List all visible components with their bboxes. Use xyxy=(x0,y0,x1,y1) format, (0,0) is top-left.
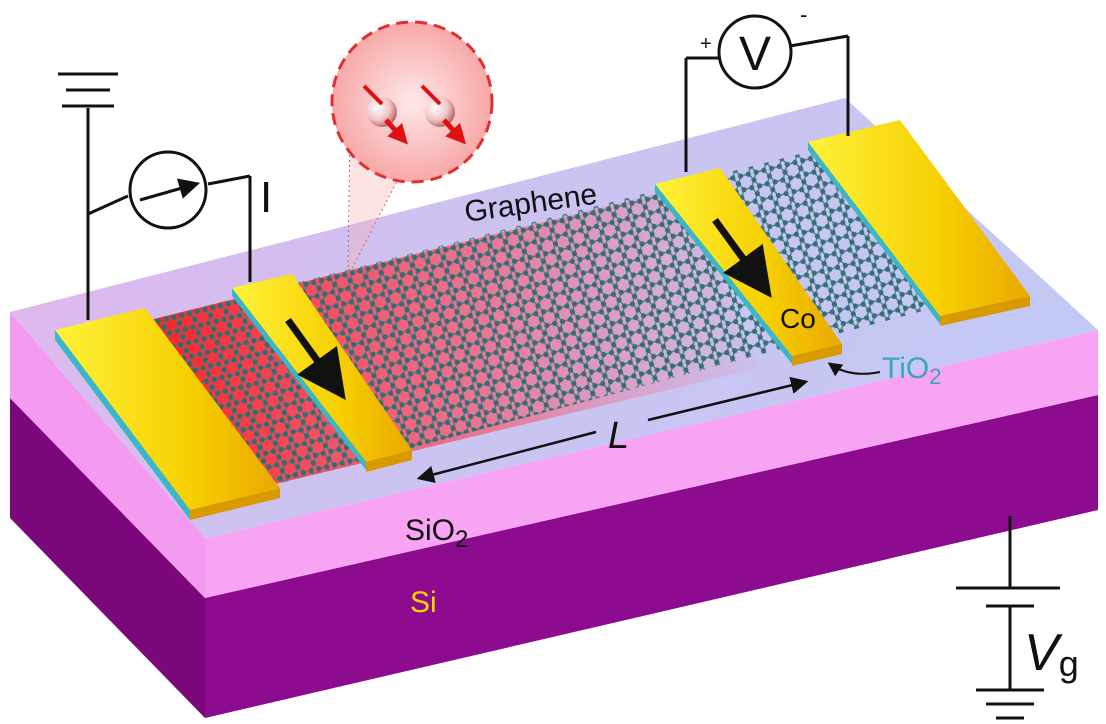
sio2-label: SiO2 xyxy=(405,514,468,553)
si-right-face xyxy=(205,395,1098,718)
length-arrow-left xyxy=(416,430,597,483)
voltmeter-label: V xyxy=(739,28,771,81)
tio2-label: TiO2 xyxy=(882,352,941,389)
current-source-arrow xyxy=(139,178,201,202)
si-label: Si xyxy=(410,586,437,619)
gate-voltage-label: Vg xyxy=(1024,624,1079,684)
voltmeter-circuit xyxy=(684,34,850,172)
tio2-pointer xyxy=(827,362,881,377)
electrode-left-outer xyxy=(55,308,280,520)
magnetization-arrow-left xyxy=(285,317,346,400)
co-label: Co xyxy=(780,303,816,334)
current-source-symbol xyxy=(128,150,208,230)
sio2-right-face xyxy=(205,330,1098,598)
voltmeter-symbol xyxy=(717,14,793,90)
spin-electron-1 xyxy=(362,84,409,145)
electrode-right-outer xyxy=(808,120,1030,326)
sio2-front-face xyxy=(10,312,205,598)
current-circuit xyxy=(58,72,252,320)
length-arrow-right xyxy=(647,376,809,422)
electrode-right-inner-co xyxy=(655,168,842,366)
length-label: L xyxy=(608,415,629,457)
spin-electron-2 xyxy=(420,84,467,145)
si-front-face xyxy=(10,398,205,718)
electrode-left-inner xyxy=(232,274,412,472)
gate-circuit xyxy=(956,516,1060,720)
voltmeter-minus: - xyxy=(800,2,807,27)
zoom-line-left xyxy=(347,129,351,273)
magnetization-arrow-right xyxy=(712,217,772,298)
spin-zoom-bubble xyxy=(330,20,494,184)
current-label: I xyxy=(260,173,272,222)
voltmeter-plus: + xyxy=(700,33,712,55)
